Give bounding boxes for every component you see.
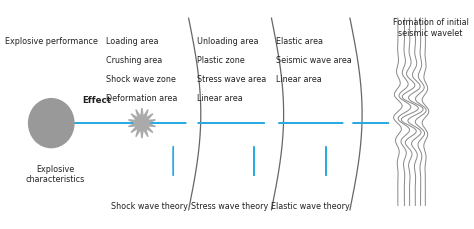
Text: Formation of initial
seismic wavelet: Formation of initial seismic wavelet [392,18,468,38]
Ellipse shape [28,99,74,148]
Text: Seismic wave area: Seismic wave area [276,56,352,65]
Text: Linear area: Linear area [197,94,243,103]
Text: Crushing area: Crushing area [106,56,162,65]
Text: Deformation area: Deformation area [106,94,177,103]
Text: Effect: Effect [82,95,111,104]
Text: Elastic wave theory: Elastic wave theory [271,201,350,210]
Text: Stress wave area: Stress wave area [197,75,266,84]
Text: Unloading area: Unloading area [197,37,259,46]
Text: Explosive
characteristics: Explosive characteristics [26,164,85,183]
Text: Shock wave theory: Shock wave theory [111,201,188,210]
Text: Loading area: Loading area [106,37,158,46]
Text: Linear area: Linear area [276,75,321,84]
Text: Shock wave zone: Shock wave zone [106,75,176,84]
Text: Stress wave theory: Stress wave theory [191,201,268,210]
Text: Explosive performance: Explosive performance [5,37,98,46]
Text: Plastic zone: Plastic zone [197,56,245,65]
Polygon shape [128,109,155,139]
Text: Elastic area: Elastic area [276,37,323,46]
